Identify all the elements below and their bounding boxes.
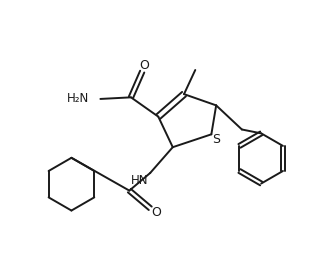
Text: H₂N: H₂N [67, 92, 89, 105]
Text: S: S [212, 133, 220, 146]
Text: HN: HN [131, 174, 149, 186]
Text: O: O [151, 206, 161, 219]
Text: O: O [139, 59, 149, 72]
